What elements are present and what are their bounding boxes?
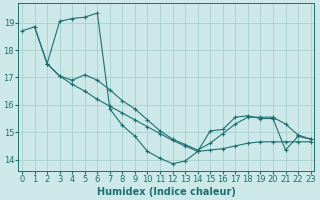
X-axis label: Humidex (Indice chaleur): Humidex (Indice chaleur) — [97, 187, 236, 197]
